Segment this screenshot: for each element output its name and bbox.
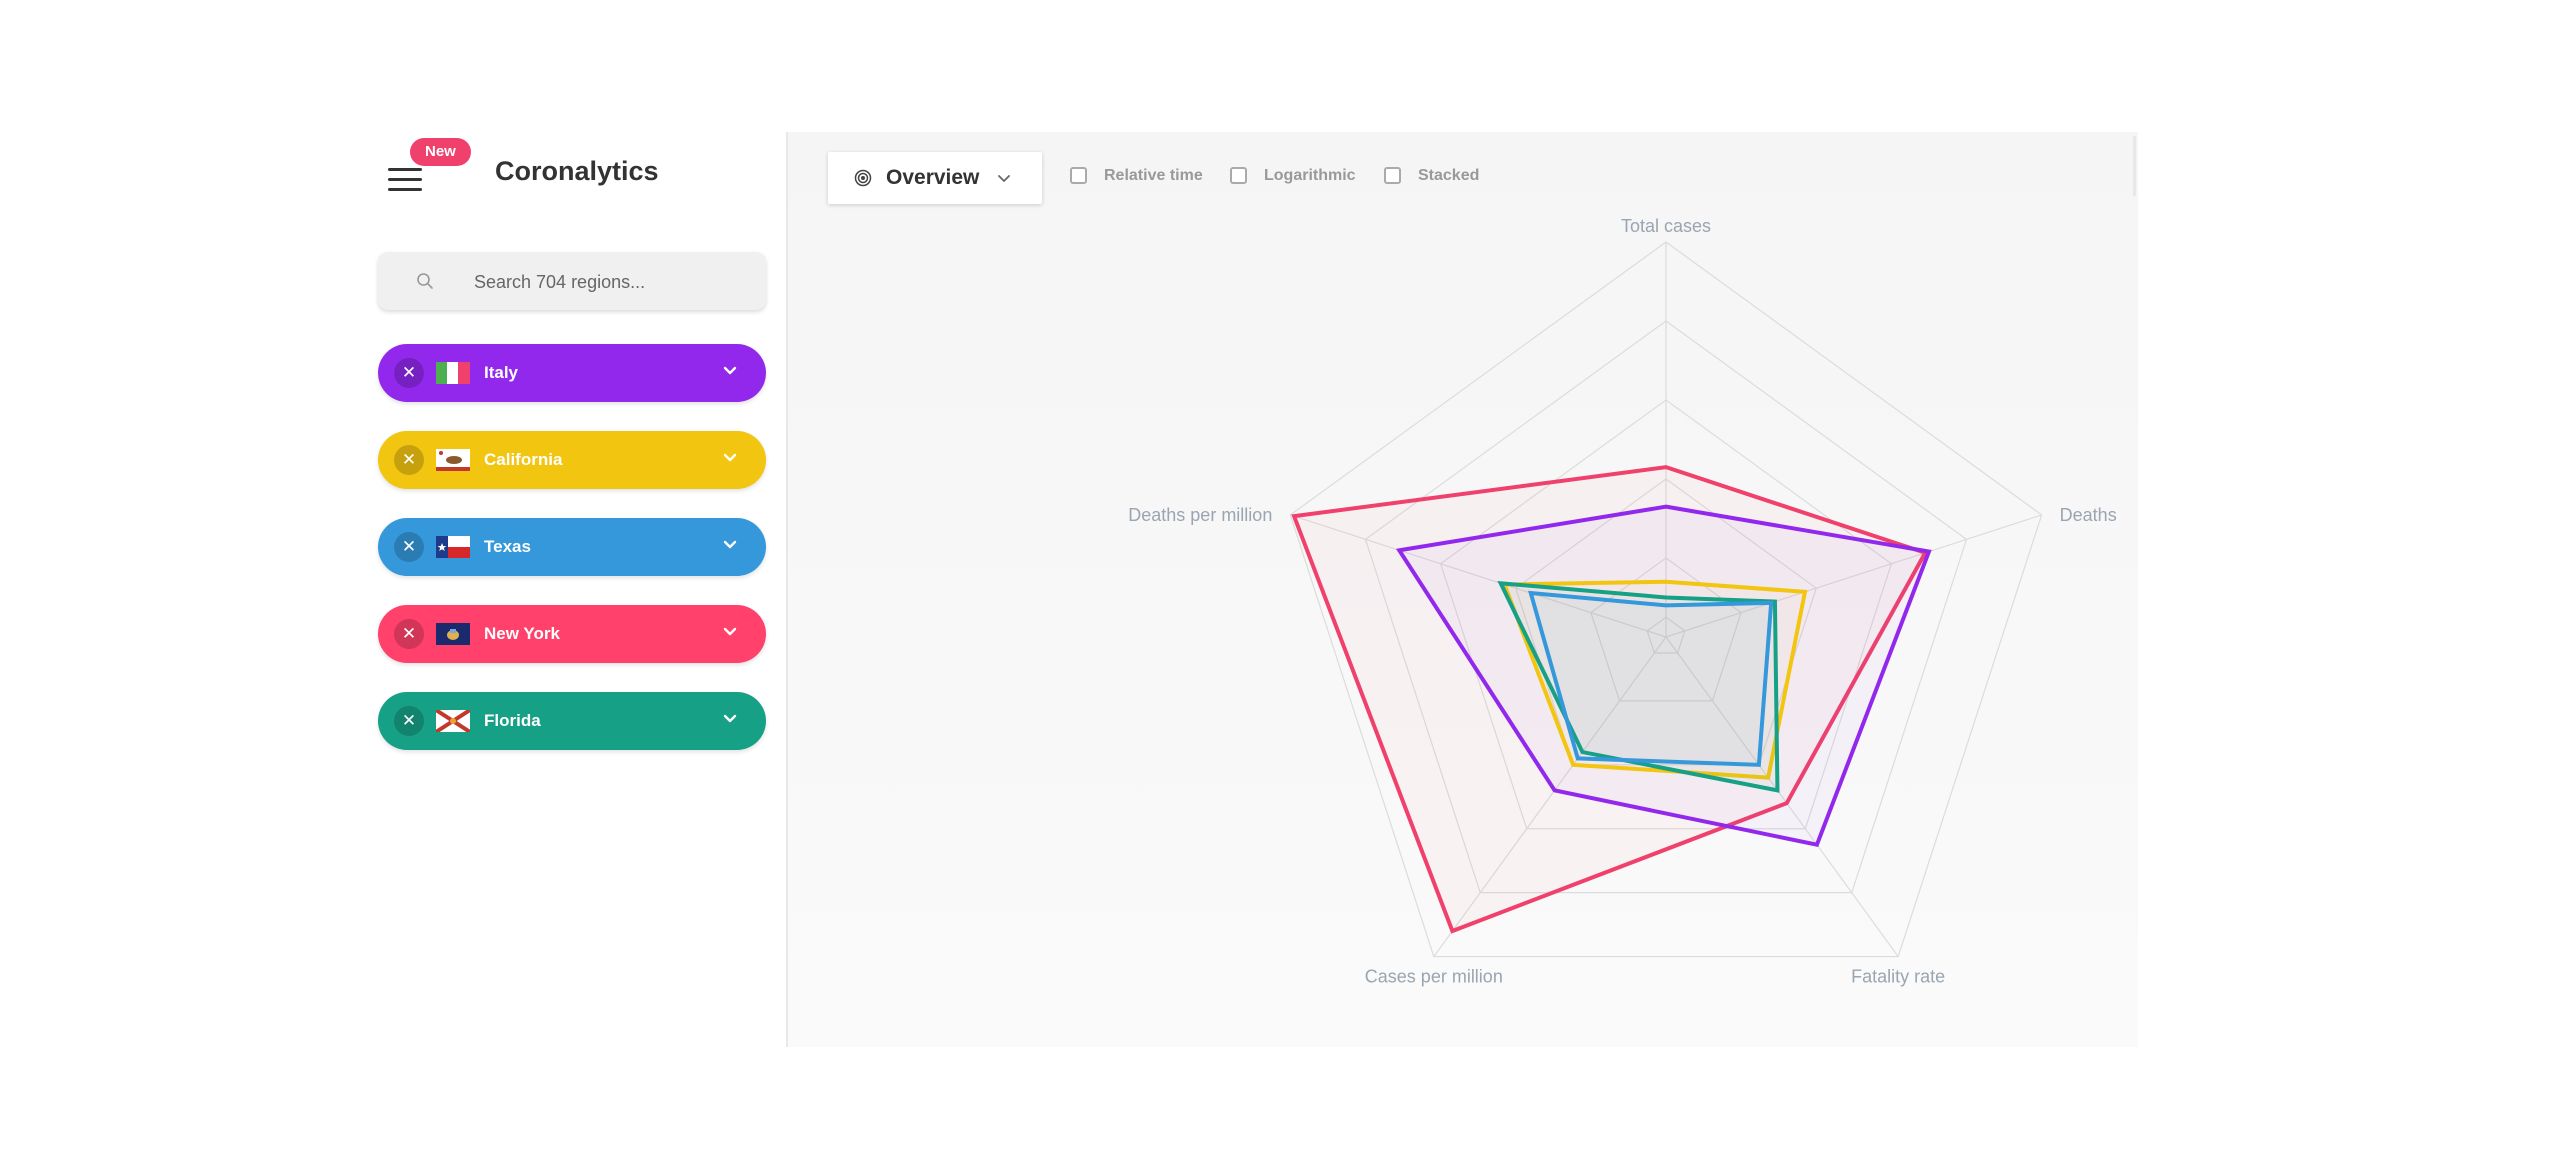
search-input[interactable] [472, 252, 756, 312]
radar-axis-line [1665, 514, 2042, 638]
radar-axis-label: Cases per million [1365, 967, 1503, 987]
checkbox-label: Stacked [1418, 167, 1480, 184]
radar-axis-label: Total cases [1621, 216, 1711, 236]
radar-grid-ring [1364, 320, 1968, 894]
radar-series-new-york [1291, 465, 1929, 934]
radar-series-texas [1528, 590, 1774, 767]
view-selector-label: Overview [886, 166, 980, 189]
region-item-florida[interactable]: ✕ Florida [378, 692, 766, 750]
chevron-down-icon [998, 175, 1010, 182]
radar-axis-line [1433, 636, 1667, 957]
new-badge: New [410, 138, 471, 166]
region-item-california[interactable]: ✕ California [378, 431, 766, 489]
chart-panel: Overview Relative time Logarithmic Stack… [786, 132, 2138, 1047]
search-box [378, 252, 766, 312]
region-item-texas[interactable]: ✕ Texas [378, 518, 766, 576]
radar-axis-line [1290, 514, 1667, 638]
chevron-down-icon[interactable] [722, 450, 738, 466]
view-selector[interactable]: Overview [828, 152, 1042, 204]
region-name: Texas [484, 537, 531, 556]
chevron-down-icon[interactable] [722, 711, 738, 727]
italy-flag-icon [436, 362, 470, 384]
remove-region-close-icon[interactable]: ✕ [394, 532, 424, 562]
california-flag-icon [436, 449, 470, 471]
radar-grid-ring [1646, 616, 1686, 654]
florida-flag-icon [436, 710, 470, 732]
region-name: Florida [484, 711, 541, 730]
new-york-flag-icon [436, 623, 470, 645]
region-name: New York [484, 624, 560, 643]
checkbox-box[interactable] [1070, 167, 1087, 184]
region-name: California [484, 450, 563, 469]
chevron-down-icon[interactable] [722, 624, 738, 640]
checkbox-box[interactable] [1384, 167, 1401, 184]
checkbox-label: Relative time [1104, 167, 1203, 184]
radar-series-florida [1497, 580, 1780, 793]
radar-grid-ring [1515, 478, 1817, 766]
remove-region-close-icon[interactable]: ✕ [394, 445, 424, 475]
remove-region-close-icon[interactable]: ✕ [394, 358, 424, 388]
app-title: Coronalytics [495, 156, 659, 186]
search-icon [417, 273, 433, 289]
radar-icon [854, 169, 872, 187]
panel-edge [2133, 136, 2136, 196]
radar-axis-label: Deaths per million [1128, 505, 1272, 525]
texas-flag-icon [436, 536, 470, 558]
remove-region-close-icon[interactable]: ✕ [394, 619, 424, 649]
radar-chart: Total cases Deaths Fatality rate Cases per … [1128, 216, 2117, 987]
remove-region-close-icon[interactable]: ✕ [394, 706, 424, 736]
radar-axis-label: Deaths [2060, 505, 2117, 525]
radar-axis-line [1665, 636, 1899, 957]
radar-grid-ring [1289, 241, 2043, 958]
region-name: Italy [484, 363, 519, 382]
chevron-down-icon[interactable] [722, 363, 738, 379]
checkbox-label: Logarithmic [1264, 167, 1356, 184]
hamburger-menu-icon[interactable] [388, 162, 424, 192]
sidebar: New Coronalytics ✕ Italy ✕ California ✕ … [378, 132, 788, 1052]
radar-axis-label: Fatality rate [1851, 967, 1945, 987]
chevron-down-icon[interactable] [722, 537, 738, 553]
region-item-new-york[interactable]: ✕ New York [378, 605, 766, 663]
checkbox-box[interactable] [1230, 167, 1247, 184]
region-item-italy[interactable]: ✕ Italy [378, 344, 766, 402]
